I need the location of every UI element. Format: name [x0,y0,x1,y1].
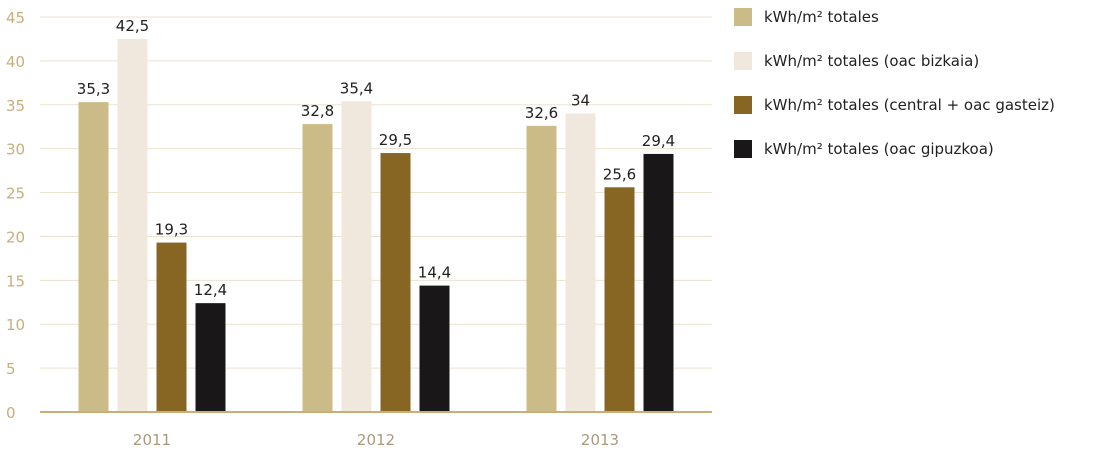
x-category-label: 2011 [133,431,171,449]
legend: kWh/m² totales kWh/m² totales (oac bizkai… [734,8,1055,184]
legend-item: kWh/m² totales (oac gipuzkoa) [734,140,1055,158]
data-label: 35,4 [340,79,373,97]
y-tick-label: 35 [6,97,25,115]
data-labels: 35,3 42,5 19,3 12,4 32,8 35,4 29,5 14,4 32,6 34 25… [77,17,675,299]
y-tick-label: 30 [6,141,25,159]
data-label: 19,3 [155,221,188,239]
bar [341,101,372,413]
x-axis-category-labels: 2011 2012 2013 [133,431,619,449]
y-tick-label: 0 [6,404,16,422]
y-tick-label: 15 [6,272,25,290]
bar [643,153,674,412]
legend-label: kWh/m² totales (oac gipuzkoa) [764,140,994,158]
bar [156,242,187,412]
legend-label: kWh/m² totales (oac bizkaia) [764,52,980,70]
data-label: 32,8 [301,102,334,120]
data-label: 32,6 [525,104,558,122]
y-tick-label: 5 [6,360,16,378]
data-label: 29,5 [379,131,412,149]
x-category-label: 2012 [357,431,395,449]
y-tick-label: 45 [6,9,25,27]
legend-item: kWh/m² totales (central + oac gasteiz) [734,96,1055,114]
bar [380,153,411,413]
bar [419,285,450,412]
bar [78,102,109,413]
legend-swatch [734,8,752,26]
y-tick-label: 25 [6,185,25,203]
bar [302,124,333,412]
legend-label: kWh/m² totales (central + oac gasteiz) [764,96,1055,114]
bar [195,303,226,412]
legend-swatch [734,96,752,114]
y-tick-label: 20 [6,228,25,246]
legend-item: kWh/m² totales (oac bizkaia) [734,52,1055,70]
legend-swatch [734,140,752,158]
data-label: 14,4 [418,264,451,282]
bar [117,38,148,412]
bar [565,113,596,413]
data-label: 42,5 [116,17,149,35]
legend-item: kWh/m² totales [734,8,1055,26]
y-tick-label: 40 [6,53,25,71]
legend-swatch [734,52,752,70]
legend-label: kWh/m² totales [764,8,879,26]
gridlines [40,16,712,369]
bar [604,187,635,412]
y-tick-label: 10 [6,316,25,334]
bars [78,38,674,413]
data-label: 29,4 [642,132,675,150]
bar [526,125,557,412]
data-label: 35,3 [77,80,110,98]
x-category-label: 2013 [581,431,619,449]
data-label: 34 [571,92,590,110]
data-label: 12,4 [194,281,227,299]
data-label: 25,6 [603,165,636,183]
y-axis-tick-labels: 0 5 10 15 20 25 30 35 40 45 [6,9,25,422]
